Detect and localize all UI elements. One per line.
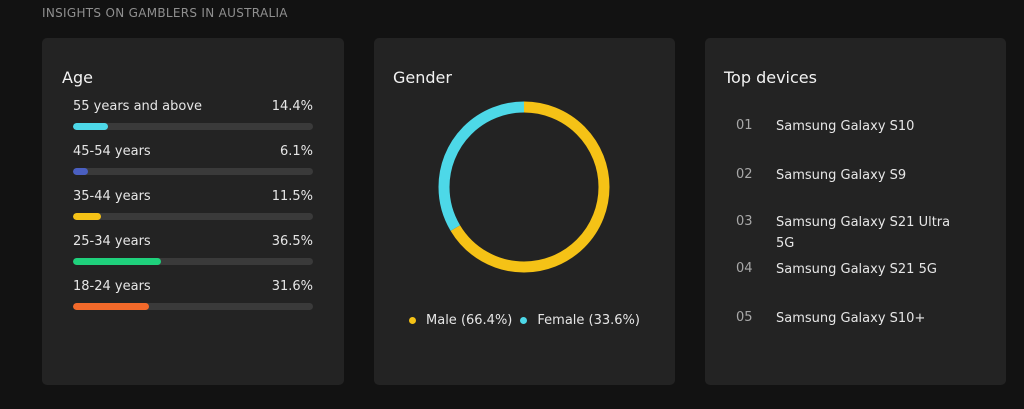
age-row-percent: 36.5% — [271, 234, 313, 249]
age-row-label: 18-24 years — [73, 279, 151, 294]
donut-segment-female — [438, 101, 610, 273]
age-bar-track — [73, 213, 313, 220]
age-card: Age 55 years and above 14.4% 45-54 years… — [42, 38, 344, 385]
age-row: 18-24 years 31.6% — [73, 279, 313, 324]
device-rank: 04 — [736, 261, 753, 276]
gender-card: Gender Male (66.4%) Female (33.6%) — [374, 38, 675, 385]
age-row-label: 35-44 years — [73, 189, 151, 204]
device-rank: 03 — [736, 214, 753, 229]
age-bar-fill — [73, 213, 101, 220]
gender-card-title: Gender — [393, 68, 452, 87]
age-bar-track — [73, 123, 313, 130]
device-name: Samsung Galaxy S10+ — [776, 311, 926, 326]
legend-item-male: Male (66.4%) — [409, 313, 512, 328]
gender-legend: Male (66.4%) Female (33.6%) — [374, 313, 675, 328]
age-row-percent: 11.5% — [271, 189, 313, 204]
age-bar-track — [73, 258, 313, 265]
age-row-label: 55 years and above — [73, 99, 203, 114]
age-bar-fill — [73, 258, 161, 265]
device-rank: 02 — [736, 167, 753, 182]
page-header: INSIGHTS ON GAMBLERS IN AUSTRALIA — [42, 6, 288, 20]
age-bar-fill — [73, 123, 108, 130]
device-rank: 05 — [736, 310, 753, 325]
age-row-percent: 31.6% — [271, 279, 313, 294]
legend-label-male: Male (66.4%) — [426, 313, 513, 328]
age-bar-track — [73, 303, 313, 310]
age-row: 55 years and above 14.4% — [73, 99, 313, 144]
legend-dot-female — [520, 317, 528, 324]
age-row: 35-44 years 11.5% — [73, 189, 313, 234]
age-row-label: 25-34 years — [73, 234, 151, 249]
age-row-label: 45-54 years — [73, 144, 151, 159]
device-name: Samsung Galaxy S21 Ultra 5G — [776, 215, 951, 251]
age-row: 25-34 years 36.5% — [73, 234, 313, 279]
age-row-percent: 14.4% — [271, 99, 313, 114]
age-row-percent: 6.1% — [279, 144, 313, 159]
device-name: Samsung Galaxy S9 — [776, 168, 907, 183]
age-row: 45-54 years 6.1% — [73, 144, 313, 189]
device-name: Samsung Galaxy S21 5G — [776, 262, 937, 277]
age-bar-fill — [73, 168, 88, 175]
device-rank: 01 — [736, 118, 753, 133]
age-bar-track — [73, 168, 313, 175]
age-bar-fill — [73, 303, 149, 310]
devices-card: Top devices 01 Samsung Galaxy S10 02 Sam… — [705, 38, 1006, 385]
age-list: 55 years and above 14.4% 45-54 years 6.1… — [73, 99, 313, 324]
legend-dot-male — [409, 317, 417, 324]
devices-card-title: Top devices — [724, 68, 817, 87]
legend-label-female: Female (33.6%) — [537, 313, 640, 328]
gender-donut-chart — [438, 101, 610, 273]
legend-item-female: Female (33.6%) — [520, 313, 640, 328]
device-name: Samsung Galaxy S10 — [776, 119, 915, 134]
age-card-title: Age — [62, 68, 93, 87]
